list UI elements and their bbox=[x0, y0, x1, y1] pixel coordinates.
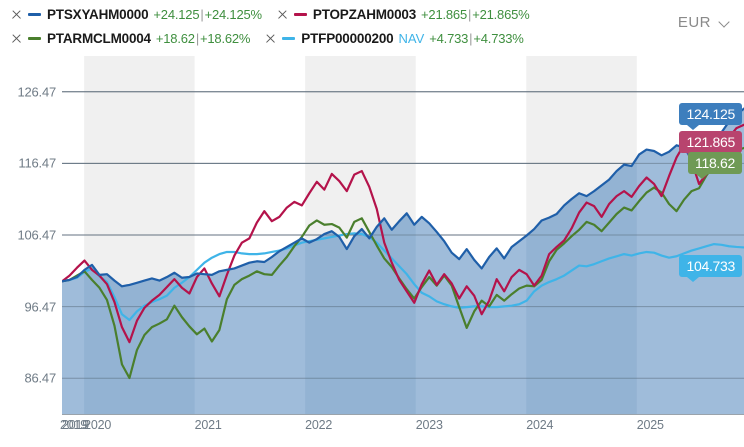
nav-tag: NAV bbox=[398, 30, 425, 46]
plot-area[interactable] bbox=[62, 56, 744, 414]
end-value-callout: 118.62 bbox=[688, 152, 742, 179]
x-axis-tick: 2019 bbox=[62, 418, 90, 432]
close-icon[interactable] bbox=[276, 8, 289, 21]
series-color-swatch bbox=[28, 12, 41, 16]
end-value-callout: 124.125 bbox=[679, 102, 742, 130]
separator: | bbox=[468, 6, 472, 22]
series-performance: +24.125|+24.125% bbox=[153, 6, 263, 22]
x-axis-tick: 2024 bbox=[526, 418, 554, 432]
x-axis-tick: 2022 bbox=[305, 418, 333, 432]
chart-svg bbox=[62, 56, 744, 414]
series-change: +21.865 bbox=[421, 6, 467, 22]
series-line-ptfp00000200 bbox=[62, 232, 744, 322]
x-axis-tick: 2019 bbox=[60, 418, 88, 432]
x-axis-tick: 2025 bbox=[636, 418, 664, 432]
callout-value: 121.865 bbox=[686, 133, 735, 150]
end-value-callout: 121.865 bbox=[679, 130, 742, 158]
series-line-ptsxyahm0000 bbox=[62, 107, 744, 288]
chevron-down-icon bbox=[719, 17, 730, 28]
series-change-pct: +21.865% bbox=[472, 6, 530, 22]
callout-value: 104.733 bbox=[686, 258, 735, 275]
y-axis-tick: 96.47 bbox=[24, 299, 56, 315]
separator: | bbox=[200, 6, 204, 22]
x-axis-tick: 2020 bbox=[84, 418, 112, 432]
series-performance: +4.733|+4.733% bbox=[429, 30, 524, 46]
separator: | bbox=[469, 30, 473, 46]
chart-container: 126.47 116.47 106.47 96.47 86.47 2019 2019 202… bbox=[0, 56, 744, 447]
end-value-callout: 104.733 bbox=[679, 255, 742, 283]
x-axis: 2019 2019 2020 2021 2022 2023 2024 2025 bbox=[60, 414, 744, 447]
series-code: PTSXYAHM0000 bbox=[47, 6, 149, 22]
series-change-pct: +18.62% bbox=[200, 30, 251, 46]
legend-row-top: PTSXYAHM0000 +24.125|+24.125% PTOPZAHM00… bbox=[10, 2, 544, 26]
series-code: PTARMCLM0004 bbox=[47, 30, 151, 46]
series-line-ptopzahm0003 bbox=[62, 123, 744, 344]
x-axis-tick: 2023 bbox=[415, 418, 443, 432]
series-change: +18.62 bbox=[155, 30, 195, 46]
y-axis-tick: 106.47 bbox=[17, 227, 56, 243]
series-performance: +18.62|+18.62% bbox=[155, 30, 251, 46]
legend-item-ptfp00000200[interactable]: PTFP00000200 NAV +4.733|+4.733% bbox=[264, 26, 524, 50]
series-color-swatch bbox=[293, 12, 307, 16]
series-code: PTFP00000200 bbox=[301, 30, 394, 46]
close-icon[interactable] bbox=[264, 32, 277, 45]
legend-item-ptopzahm0003[interactable]: PTOPZAHM0003 +21.865|+21.865% bbox=[276, 2, 530, 26]
series-change-pct: +4.733% bbox=[473, 30, 524, 46]
currency-label: EUR bbox=[677, 14, 711, 31]
currency-selector[interactable]: EUR bbox=[678, 14, 730, 31]
y-axis-tick: 126.47 bbox=[17, 84, 56, 100]
callout-value: 118.62 bbox=[695, 155, 735, 171]
legend-item-ptsxyahm0000[interactable]: PTSXYAHM0000 +24.125|+24.125% bbox=[10, 2, 262, 26]
callout-value: 124.125 bbox=[686, 105, 735, 122]
legend-item-ptarmclm0004[interactable]: PTARMCLM0004 +18.62|+18.62% bbox=[10, 26, 250, 50]
legend-row-bottom: PTARMCLM0004 +18.62|+18.62% PTFP00000200… bbox=[10, 26, 538, 50]
series-change: +24.125 bbox=[153, 6, 200, 22]
series-change: +4.733 bbox=[429, 30, 469, 46]
series-color-swatch bbox=[28, 36, 41, 40]
series-color-swatch bbox=[282, 36, 296, 40]
x-axis-line bbox=[62, 414, 744, 415]
x-axis-tick: 2021 bbox=[194, 418, 222, 432]
series-code: PTOPZAHM0003 bbox=[312, 6, 417, 22]
y-axis-tick: 116.47 bbox=[18, 155, 56, 171]
y-axis-tick: 86.47 bbox=[24, 370, 56, 386]
separator: | bbox=[195, 30, 199, 46]
series-performance: +21.865|+21.865% bbox=[421, 6, 530, 22]
close-icon[interactable] bbox=[10, 8, 23, 21]
chart-legend: PTSXYAHM0000 +24.125|+24.125% PTOPZAHM00… bbox=[0, 0, 744, 56]
close-icon[interactable] bbox=[10, 32, 23, 45]
y-axis: 126.47 116.47 106.47 96.47 86.47 bbox=[0, 56, 62, 416]
series-change-pct: +24.125% bbox=[204, 6, 263, 22]
